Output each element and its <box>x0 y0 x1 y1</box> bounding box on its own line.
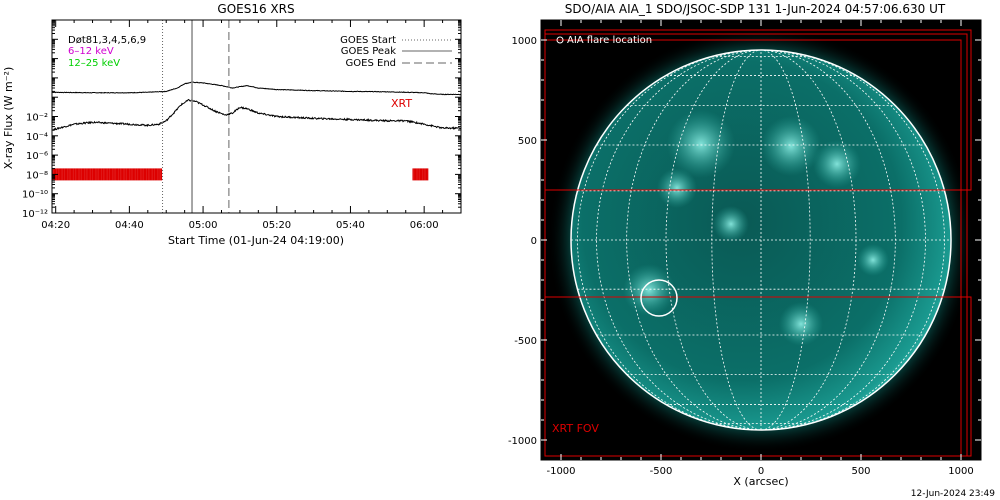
aia-y-ticks: -1000 -500 0 500 1000 <box>508 36 981 447</box>
aia-y-tick-label: 0 <box>531 236 537 247</box>
xrs-y-tick-label: 10⁻¹² <box>22 209 48 220</box>
xrs-x-ticks: 04:20 04:40 05:00 05:20 05:40 06:00 <box>41 20 462 231</box>
active-region-glow <box>779 302 823 346</box>
xrs-x-tick-label: 04:40 <box>115 220 144 231</box>
aia-y-tick-label: -500 <box>514 336 537 347</box>
longitude-line <box>760 49 811 431</box>
aia-x-ticks: -1000 -500 0 500 1000 <box>546 20 974 477</box>
solar-limb <box>570 49 952 431</box>
aia-title: SDO/AIA AIA_1 SDO/JSOC-SDP 131 1-Jun-202… <box>565 2 946 16</box>
active-region-glow <box>657 168 697 208</box>
goes-end-label: GOES End <box>346 58 396 69</box>
xrs-series <box>52 81 461 132</box>
xrs-xlabel: Start Time (01-Jun-24 04:19:00) <box>168 234 344 247</box>
longitude-line <box>665 49 762 431</box>
active-region-glow <box>713 206 749 242</box>
aia-panel: SDO/AIA AIA_1 SDO/JSOC-SDP 131 1-Jun-202… <box>508 2 982 488</box>
xrs-y-tick-label: 10⁻⁶ <box>26 151 48 162</box>
aia-y-tick-label: -1000 <box>508 436 537 447</box>
legend-6-12-kev: 6–12 keV <box>68 46 114 57</box>
xrs-series-line <box>52 81 461 96</box>
aia-x-tick-label: 0 <box>758 466 764 477</box>
aia-x-tick-label: 500 <box>851 466 870 477</box>
xrs-title: GOES16 XRS <box>217 2 294 16</box>
xrs-series-line <box>52 98 461 132</box>
xrt-fov-label: XRT FOV <box>552 422 599 435</box>
xrt-fov-box <box>544 29 972 191</box>
longitude-line <box>577 49 762 431</box>
active-region-glow <box>761 116 821 176</box>
goes-peak-label: GOES Peak <box>341 46 396 57</box>
aia-x-tick-label: -1000 <box>546 466 575 477</box>
active-region-glow <box>667 110 735 178</box>
legend-12-25-kev: 12–25 keV <box>68 58 120 69</box>
xrs-x-tick-label: 04:20 <box>41 220 70 231</box>
xrs-x-tick-label: 06:00 <box>410 220 439 231</box>
active-region-glow <box>623 264 675 316</box>
xrs-panel: GOES16 XRS 10⁻¹² 10⁻¹⁰ 10⁻⁸ 10⁻⁶ 10⁻⁴ 10⁻² 04… <box>2 2 462 247</box>
flare-legend-label: AIA flare location <box>567 35 652 46</box>
xrt-coverage <box>52 168 429 181</box>
longitude-line <box>760 49 857 431</box>
xrs-y-ticks: 10⁻¹² 10⁻¹⁰ 10⁻⁸ 10⁻⁶ 10⁻⁴ 10⁻² <box>22 19 461 220</box>
xrs-y-tick-label: 10⁻¹⁰ <box>22 190 48 201</box>
flare-legend-symbol <box>556 36 564 44</box>
xrs-x-tick-label: 05:00 <box>189 220 218 231</box>
xrs-x-tick-label: 05:20 <box>262 220 291 231</box>
goes-start-label: GOES Start <box>340 35 396 46</box>
xrt-fov-boxes <box>544 29 972 457</box>
xrs-ylabel: X-ray Flux (W m⁻²) <box>2 67 15 169</box>
aia-y-tick-label: 1000 <box>512 36 537 47</box>
legend-detector: Døt81,3,4,5,6,9 <box>68 35 146 46</box>
active-region-glow <box>857 244 889 276</box>
xrs-y-tick-label: 10⁻⁸ <box>26 170 48 181</box>
xrt-label: XRT <box>391 97 412 110</box>
active-region-glow <box>813 140 861 188</box>
xrt-fov-box <box>544 296 972 457</box>
aia-x-tick-label: -500 <box>650 466 673 477</box>
footer-timestamp: 12-Jun-2024 23:49 <box>911 489 995 499</box>
xrs-y-tick-label: 10⁻⁴ <box>26 132 48 143</box>
goes-markers <box>162 20 230 213</box>
aia-xlabel: X (arcsec) <box>733 475 788 488</box>
aia-y-tick-label: 500 <box>518 136 537 147</box>
xrs-x-tick-label: 05:40 <box>336 220 365 231</box>
xrs-y-tick-label: 10⁻² <box>26 113 48 124</box>
aia-x-tick-label: 1000 <box>948 466 973 477</box>
longitude-line <box>626 49 762 431</box>
active-regions <box>623 110 889 346</box>
flare-location-marker <box>640 279 678 317</box>
